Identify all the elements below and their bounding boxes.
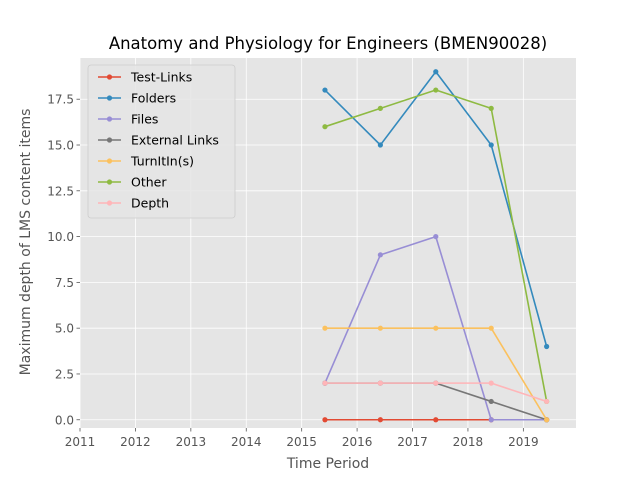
x-tick-label: 2014	[231, 435, 262, 449]
data-point-other	[488, 105, 494, 111]
data-point-turnitin-s	[377, 325, 383, 331]
legend-label: Files	[131, 112, 158, 127]
legend-item-files: Files	[98, 112, 158, 127]
legend-marker	[106, 116, 113, 122]
x-tick-label: 2019	[508, 435, 539, 449]
data-point-depth	[544, 398, 550, 405]
y-tick-label: 5.0	[55, 322, 74, 336]
legend-label: Depth	[131, 196, 169, 211]
series-group	[322, 69, 550, 423]
data-point-folders	[377, 142, 383, 148]
data-point-other	[377, 105, 383, 111]
data-point-turnitin-s	[544, 417, 550, 423]
legend-item-depth: Depth	[98, 196, 169, 211]
y-tick-label: 17.5	[47, 93, 74, 107]
legend-label: Folders	[131, 91, 176, 106]
data-point-files	[488, 417, 494, 423]
series-turnitin-s	[322, 325, 550, 423]
series-folders	[322, 69, 550, 350]
legend-label: Test-Links	[130, 70, 192, 85]
x-tick-label: 2012	[120, 435, 151, 449]
x-tick-label: 2017	[397, 435, 428, 449]
legend-marker	[106, 179, 113, 185]
x-axis-label: Time Period	[286, 456, 369, 472]
legend-marker	[106, 200, 113, 206]
y-axis-label: Maximum depth of LMS content items	[18, 109, 34, 376]
data-point-turnitin-s	[322, 325, 328, 331]
x-axis: 2011 2012 2013 2014 2015 2016 2017 2018 2019	[65, 428, 539, 449]
y-tick-label: 7.5	[55, 276, 74, 290]
legend-label: TurnItIn(s)	[130, 154, 194, 169]
series-depth	[322, 380, 550, 405]
y-tick-label: 2.5	[55, 367, 74, 381]
data-point-depth	[433, 380, 439, 386]
legend-marker	[106, 74, 113, 80]
data-point-folders	[322, 87, 328, 93]
legend-item-test-links: Test-Links	[98, 70, 192, 85]
data-point-test-links	[433, 417, 439, 423]
data-point-depth	[322, 380, 328, 386]
chart-title: Anatomy and Physiology for Engineers (BM…	[109, 34, 547, 53]
legend-box	[87, 64, 236, 219]
y-tick-label: 15.0	[47, 139, 74, 153]
legend-label: External Links	[131, 133, 219, 148]
data-point-other	[322, 124, 328, 130]
y-axis: 0.0 2.5 5.0 7.5 10.0 12.5 15.0 17.5	[47, 93, 80, 427]
data-point-depth	[488, 380, 494, 386]
legend: Test-Links Folders Files External Links Turn…	[87, 64, 236, 219]
x-tick-label: 2016	[342, 435, 373, 449]
x-tick-label: 2011	[65, 435, 96, 449]
x-tick-label: 2018	[453, 435, 484, 449]
x-tick-label: 2015	[286, 435, 317, 449]
y-tick-label: 10.0	[47, 230, 74, 244]
legend-marker	[106, 95, 113, 101]
data-point-folders	[488, 142, 494, 148]
legend-item-external-links: External Links	[98, 133, 219, 148]
legend-marker	[106, 137, 113, 143]
data-point-turnitin-s	[433, 325, 439, 331]
legend-item-folders: Folders	[98, 91, 176, 106]
x-tick-label: 2013	[176, 435, 207, 449]
data-point-files	[433, 233, 439, 240]
legend-item-other: Other	[98, 175, 167, 190]
data-point-test-links	[377, 417, 383, 423]
data-point-files	[377, 252, 383, 258]
data-point-turnitin-s	[488, 325, 494, 331]
legend-marker	[106, 158, 113, 164]
data-point-depth	[377, 380, 383, 386]
data-point-test-links	[322, 417, 328, 423]
data-point-folders	[544, 343, 550, 350]
y-tick-label: 0.0	[55, 413, 74, 427]
y-tick-label: 12.5	[47, 184, 74, 198]
data-point-external-links	[488, 398, 494, 405]
legend-item-turnitin-s: TurnItIn(s)	[98, 154, 194, 169]
data-point-folders	[433, 69, 439, 75]
data-point-other	[433, 87, 439, 93]
legend-label: Other	[131, 175, 167, 190]
